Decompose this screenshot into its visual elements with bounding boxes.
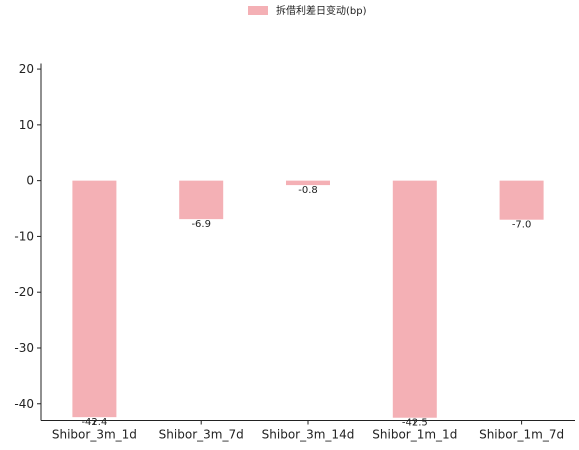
y-tick-label: 0: [26, 174, 34, 188]
x-tick-label: Shibor_1m_7d: [479, 428, 564, 442]
y-tick-label: 10: [19, 118, 34, 132]
y-tick-label: 20: [19, 62, 34, 76]
plot-area: 20 10 0 -10 -20 -30 -40 Shibor_3m_1d-42.4 Shibor…: [14, 62, 575, 442]
x-tick-label: Shibor_1m_1d: [372, 428, 457, 442]
data-label: -42.4: [81, 417, 107, 428]
bar: [499, 180, 544, 220]
data-label: -6.9: [191, 219, 211, 230]
data-label: -7.0: [512, 220, 532, 231]
x-tick-label: Shibor_3m_1d: [52, 428, 137, 442]
bar: [179, 180, 224, 220]
x-tick-label: Shibor_3m_14d: [262, 428, 355, 442]
bar: [72, 180, 117, 418]
data-label: -42.5: [402, 418, 428, 429]
y-tick-label: -30: [14, 341, 34, 355]
y-tick-label: -40: [14, 397, 34, 411]
x-tick-label: Shibor_3m_7d: [159, 428, 244, 442]
data-label: -0.8: [298, 185, 318, 196]
y-tick-label: -10: [14, 229, 34, 243]
bar: [286, 180, 330, 186]
legend-swatch: [248, 6, 268, 15]
y-tick-label: -20: [14, 285, 34, 299]
legend-label: 拆借利差日变动(bp): [276, 4, 367, 17]
legend: 拆借利差日变动(bp): [248, 4, 367, 17]
bar: [392, 180, 437, 418]
